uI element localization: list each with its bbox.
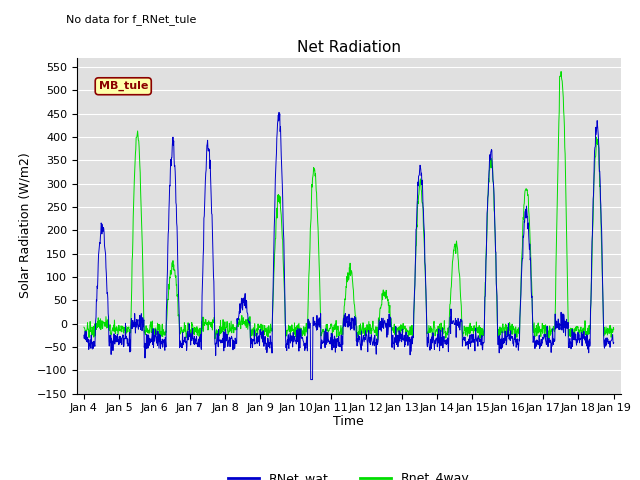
Title: Net Radiation: Net Radiation (297, 40, 401, 55)
X-axis label: Time: Time (333, 415, 364, 428)
Legend: RNet_wat, Rnet_4way: RNet_wat, Rnet_4way (223, 467, 475, 480)
Text: MB_tule: MB_tule (99, 81, 148, 91)
Y-axis label: Solar Radiation (W/m2): Solar Radiation (W/m2) (18, 153, 31, 299)
Text: No data for f_RNet_tule: No data for f_RNet_tule (66, 14, 196, 25)
